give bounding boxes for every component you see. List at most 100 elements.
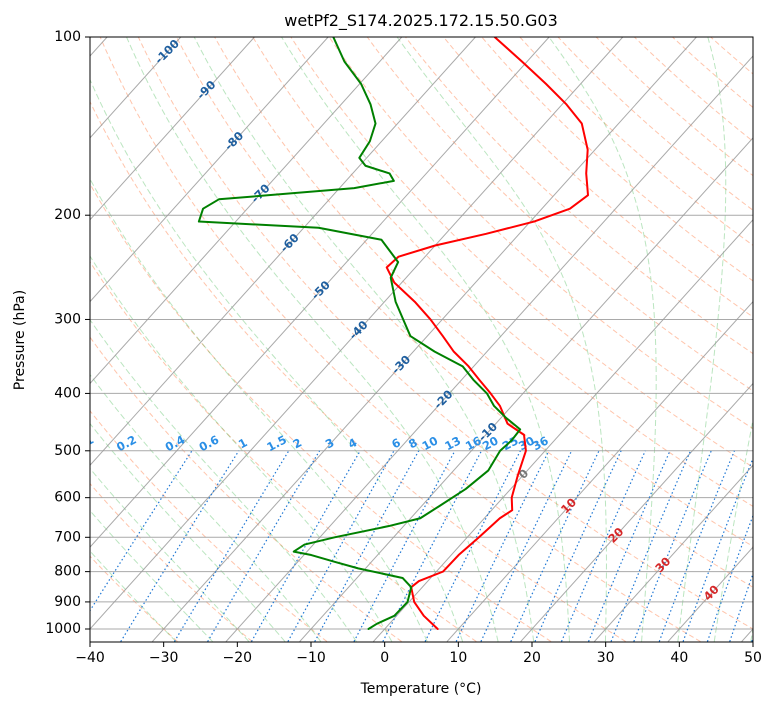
mixing-ratio-line [658,450,735,642]
mixing-ratio-line [610,450,692,642]
moist-adiabat [677,37,727,642]
mixing-ratio-label: 20 [480,433,501,453]
pressure-grid [90,37,753,630]
x-tick-label: 0 [380,650,389,666]
mixing-ratio-line [560,450,646,642]
dry-adiabat [176,37,753,588]
dry-adiabat [710,37,753,75]
moist-adiabat [193,37,535,642]
y-axis-label: Pressure (hPa) [12,290,28,390]
moist-adiabat [396,37,607,642]
x-tick-label: −20 [223,650,253,666]
isotherm-line [741,628,753,642]
dry-adiabat [328,37,753,430]
mixing-ratio-label: 16 [463,433,484,453]
dry-adiabat [90,410,328,642]
dry-adiabat [90,182,552,642]
isotherm-line [90,37,255,221]
x-axis-ticks: −40 −30 −20 −10 0 10 20 30 40 50 [75,642,762,666]
isotherm-line [90,37,329,303]
mixing-ratio-line [314,450,420,642]
isotherm-line [446,300,753,642]
x-tick-label: 50 [744,650,762,666]
moist-adiabat [548,37,657,642]
dry-adiabat [90,100,626,642]
chart-title: wetPf2_S174.2025.172.15.50.G03 [284,11,558,31]
isotherm-line [594,464,753,642]
y-tick-label: 200 [54,207,81,223]
y-tick-label: 500 [54,443,81,459]
moist-adiabat [281,37,570,642]
moist-adiabat [750,626,753,642]
mixing-ratio-line [682,456,753,642]
profile-series [197,37,589,630]
x-tick-label: 20 [523,650,541,666]
y-tick-label: 1000 [45,621,81,637]
mixing-ratio-label: 8 [406,435,420,451]
mixing-ratio-label: 13 [442,433,463,453]
dry-adiabat [90,482,253,642]
mixing-ratio-line [424,450,521,642]
mixing-ratio-label: 36 [530,433,551,453]
mixing-ratio-line [534,450,622,642]
plot-frame [89,36,754,643]
dry-adiabat [252,37,753,507]
x-axis-label: Temperature (°C) [360,681,482,697]
mixing-ratio-line [353,450,456,642]
y-tick-label: 700 [54,529,81,545]
dry-adiabat [90,336,402,642]
dry-adiabat [595,37,753,177]
dry-adiabat [99,37,701,642]
isotherm-line [90,37,403,385]
mixing-ratio-line [90,450,193,612]
dry-adiabats [90,37,753,642]
isotherm-line [90,37,624,630]
moist-adiabat [90,422,286,642]
isotherm-grid [90,37,753,642]
dry-adiabat [137,37,753,630]
x-tick-label: −40 [75,650,105,666]
moist-adiabat [713,417,753,642]
isotherm-line [90,37,476,467]
dry-adiabat [404,37,753,355]
mixing-ratio-label: 25 [500,433,521,453]
mixing-ratio-label: 3 [323,435,337,451]
y-tick-label: 100 [54,29,81,45]
mixing-ratio-line [173,450,290,642]
y-tick-label: 400 [54,385,81,401]
y-tick-label: 800 [54,564,81,580]
moist-adiabat [90,373,322,642]
temperature-profile-line [385,37,589,630]
x-tick-label: −10 [296,650,326,666]
isotherm-line [667,546,753,642]
moist-adiabat [90,78,464,642]
mixing-ratio-label: 0.1 [71,432,96,454]
x-tick-label: 30 [597,650,615,666]
dry-adiabat [90,260,477,642]
moist-adiabat [126,37,499,642]
moist-adiabat [90,255,393,642]
dry-adiabat [557,37,753,211]
y-tick-label: 300 [54,311,81,327]
isotherm-line [90,37,550,548]
mixing-ratio-label: 30 [516,433,537,453]
dry-adiabat [481,37,753,282]
y-axis-ticks: 100 200 300 400 500 600 700 800 900 1000 [45,29,90,637]
isotherm-line [373,218,753,642]
x-tick-label: 40 [670,650,688,666]
moist-adiabat [90,177,428,642]
mixing-ratio-line [706,514,753,642]
mixing-ratio-line [287,450,395,642]
isotherm-line [152,37,697,642]
moist-adiabat [90,509,213,642]
moist-adiabat [90,550,177,642]
mixing-ratio-label: 4 [346,435,360,451]
mixing-ratio-line [729,571,753,642]
x-tick-label: 10 [449,650,467,666]
moist-adiabat [90,467,250,642]
dry-adiabat [290,37,753,468]
mixing-ratio-line [250,450,361,642]
mixing-ratio-line [751,635,753,642]
